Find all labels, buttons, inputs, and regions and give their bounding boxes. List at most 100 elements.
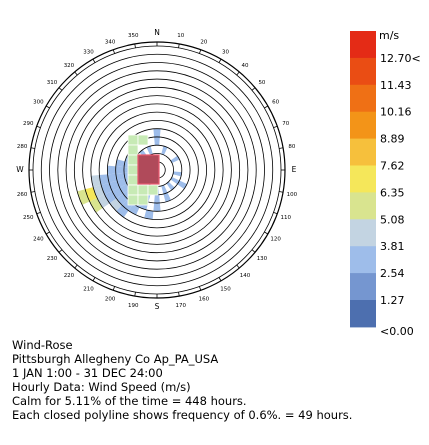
direction-label: 60 [272,100,279,106]
direction-label: 10 [177,33,184,39]
caption-variable: Hourly Data: Wind Speed (m/s) [12,380,191,394]
legend-label: 12.70< [380,52,421,65]
legend-swatch [350,57,376,86]
direction-label: 120 [270,237,281,243]
direction-label: 110 [280,215,291,221]
rose-cell [161,184,168,194]
rose-cell [154,136,160,146]
direction-label: 80 [288,144,295,150]
direction-tick [134,43,136,48]
rose-cell [115,159,126,168]
caption-title: Wind-Rose [12,338,73,352]
direction-tick [36,125,41,128]
direction-tick [36,212,41,215]
legend-label: 1.27 [380,294,405,307]
direction-label: 240 [33,237,44,243]
direction-label: 140 [240,273,251,279]
direction-tick [251,249,256,253]
direction-label: 100 [287,192,298,198]
rose-cell [109,180,120,191]
rose-cell [99,174,110,185]
rose-cell [107,173,118,183]
direction-tick [218,58,222,63]
rose-cell [161,146,168,156]
rose-cell [116,205,129,218]
direction-label: 50 [258,80,265,86]
calm-block [137,154,160,185]
direction-label: 20 [200,39,207,45]
direction-label: 160 [199,297,210,303]
direction-label: 170 [176,303,187,309]
direction-label: 30 [222,49,229,55]
direction-tick [236,264,240,269]
direction-label: 210 [83,287,94,293]
direction-tick [199,286,202,291]
rose-ring [65,78,249,262]
legend-swatch [350,273,376,301]
caption-polyline-note: Each closed polyline shows frequency of … [12,408,353,422]
direction-label: 200 [105,297,116,303]
direction-tick [45,105,50,109]
direction-tick [30,147,35,149]
direction-label: 330 [83,49,94,55]
direction-tick [74,264,78,269]
rose-ring [123,136,191,204]
rose-ring [107,120,207,220]
direction-tick [273,212,278,215]
rose-cell [117,178,128,188]
rose-ring [98,111,216,229]
direction-tick [236,71,240,76]
rose-ring [73,86,241,254]
direction-tick [264,231,269,235]
rose-cell [154,194,160,204]
caption-period: 1 JAN 1:00 - 31 DEC 24:00 [12,366,163,380]
direction-tick [178,43,180,48]
legend-label: 10.16 [380,106,412,119]
caption-calm: Calm for 5.11% of the time = 448 hours. [12,394,247,408]
direction-label: 350 [128,33,139,39]
rose-ring [57,70,257,270]
direction-label: 130 [257,256,268,262]
legend-unit: m/s [379,29,399,42]
direction-tick [58,249,63,253]
rose-cell [170,176,180,185]
direction-tick [45,231,50,235]
direction-label: 300 [33,100,44,106]
legend-swatch [350,219,376,247]
direction-label: 250 [23,215,34,221]
legend-label: <0.00 [380,325,414,338]
rose-cell [170,155,180,164]
legend-label: 2.54 [380,267,405,280]
direction-label: 310 [47,80,58,86]
rose-cell [101,182,113,195]
legend-label: 7.62 [380,160,405,173]
rose-cell [119,183,130,194]
direction-label: W [16,165,24,174]
rose-cell [109,198,122,211]
legend-swatch [350,165,376,193]
direction-label: 260 [17,192,28,198]
legend-swatch [350,138,376,166]
direction-label: 150 [220,287,231,293]
direction-label: E [292,165,297,174]
direction-label: 320 [64,63,75,69]
legend-swatch [350,300,376,328]
direction-label: N [154,28,160,37]
direction-label: S [155,302,160,311]
direction-tick [92,58,96,63]
direction-tick [279,147,284,149]
direction-tick [178,292,180,297]
caption-station: Pittsburgh Allegheny Co Ap_PA_USA [12,352,219,366]
rose-cell [153,128,161,138]
legend-label: 11.43 [380,79,412,92]
legend-label: 5.08 [380,213,405,226]
direction-label: 40 [242,63,249,69]
legend-label: 3.81 [380,240,405,253]
rose-cell [166,181,175,191]
legend-label: 6.35 [380,186,405,199]
rose-cell [153,202,161,212]
rose-cell [115,172,126,181]
direction-label: 70 [282,121,289,127]
direction-label: 290 [23,121,34,127]
